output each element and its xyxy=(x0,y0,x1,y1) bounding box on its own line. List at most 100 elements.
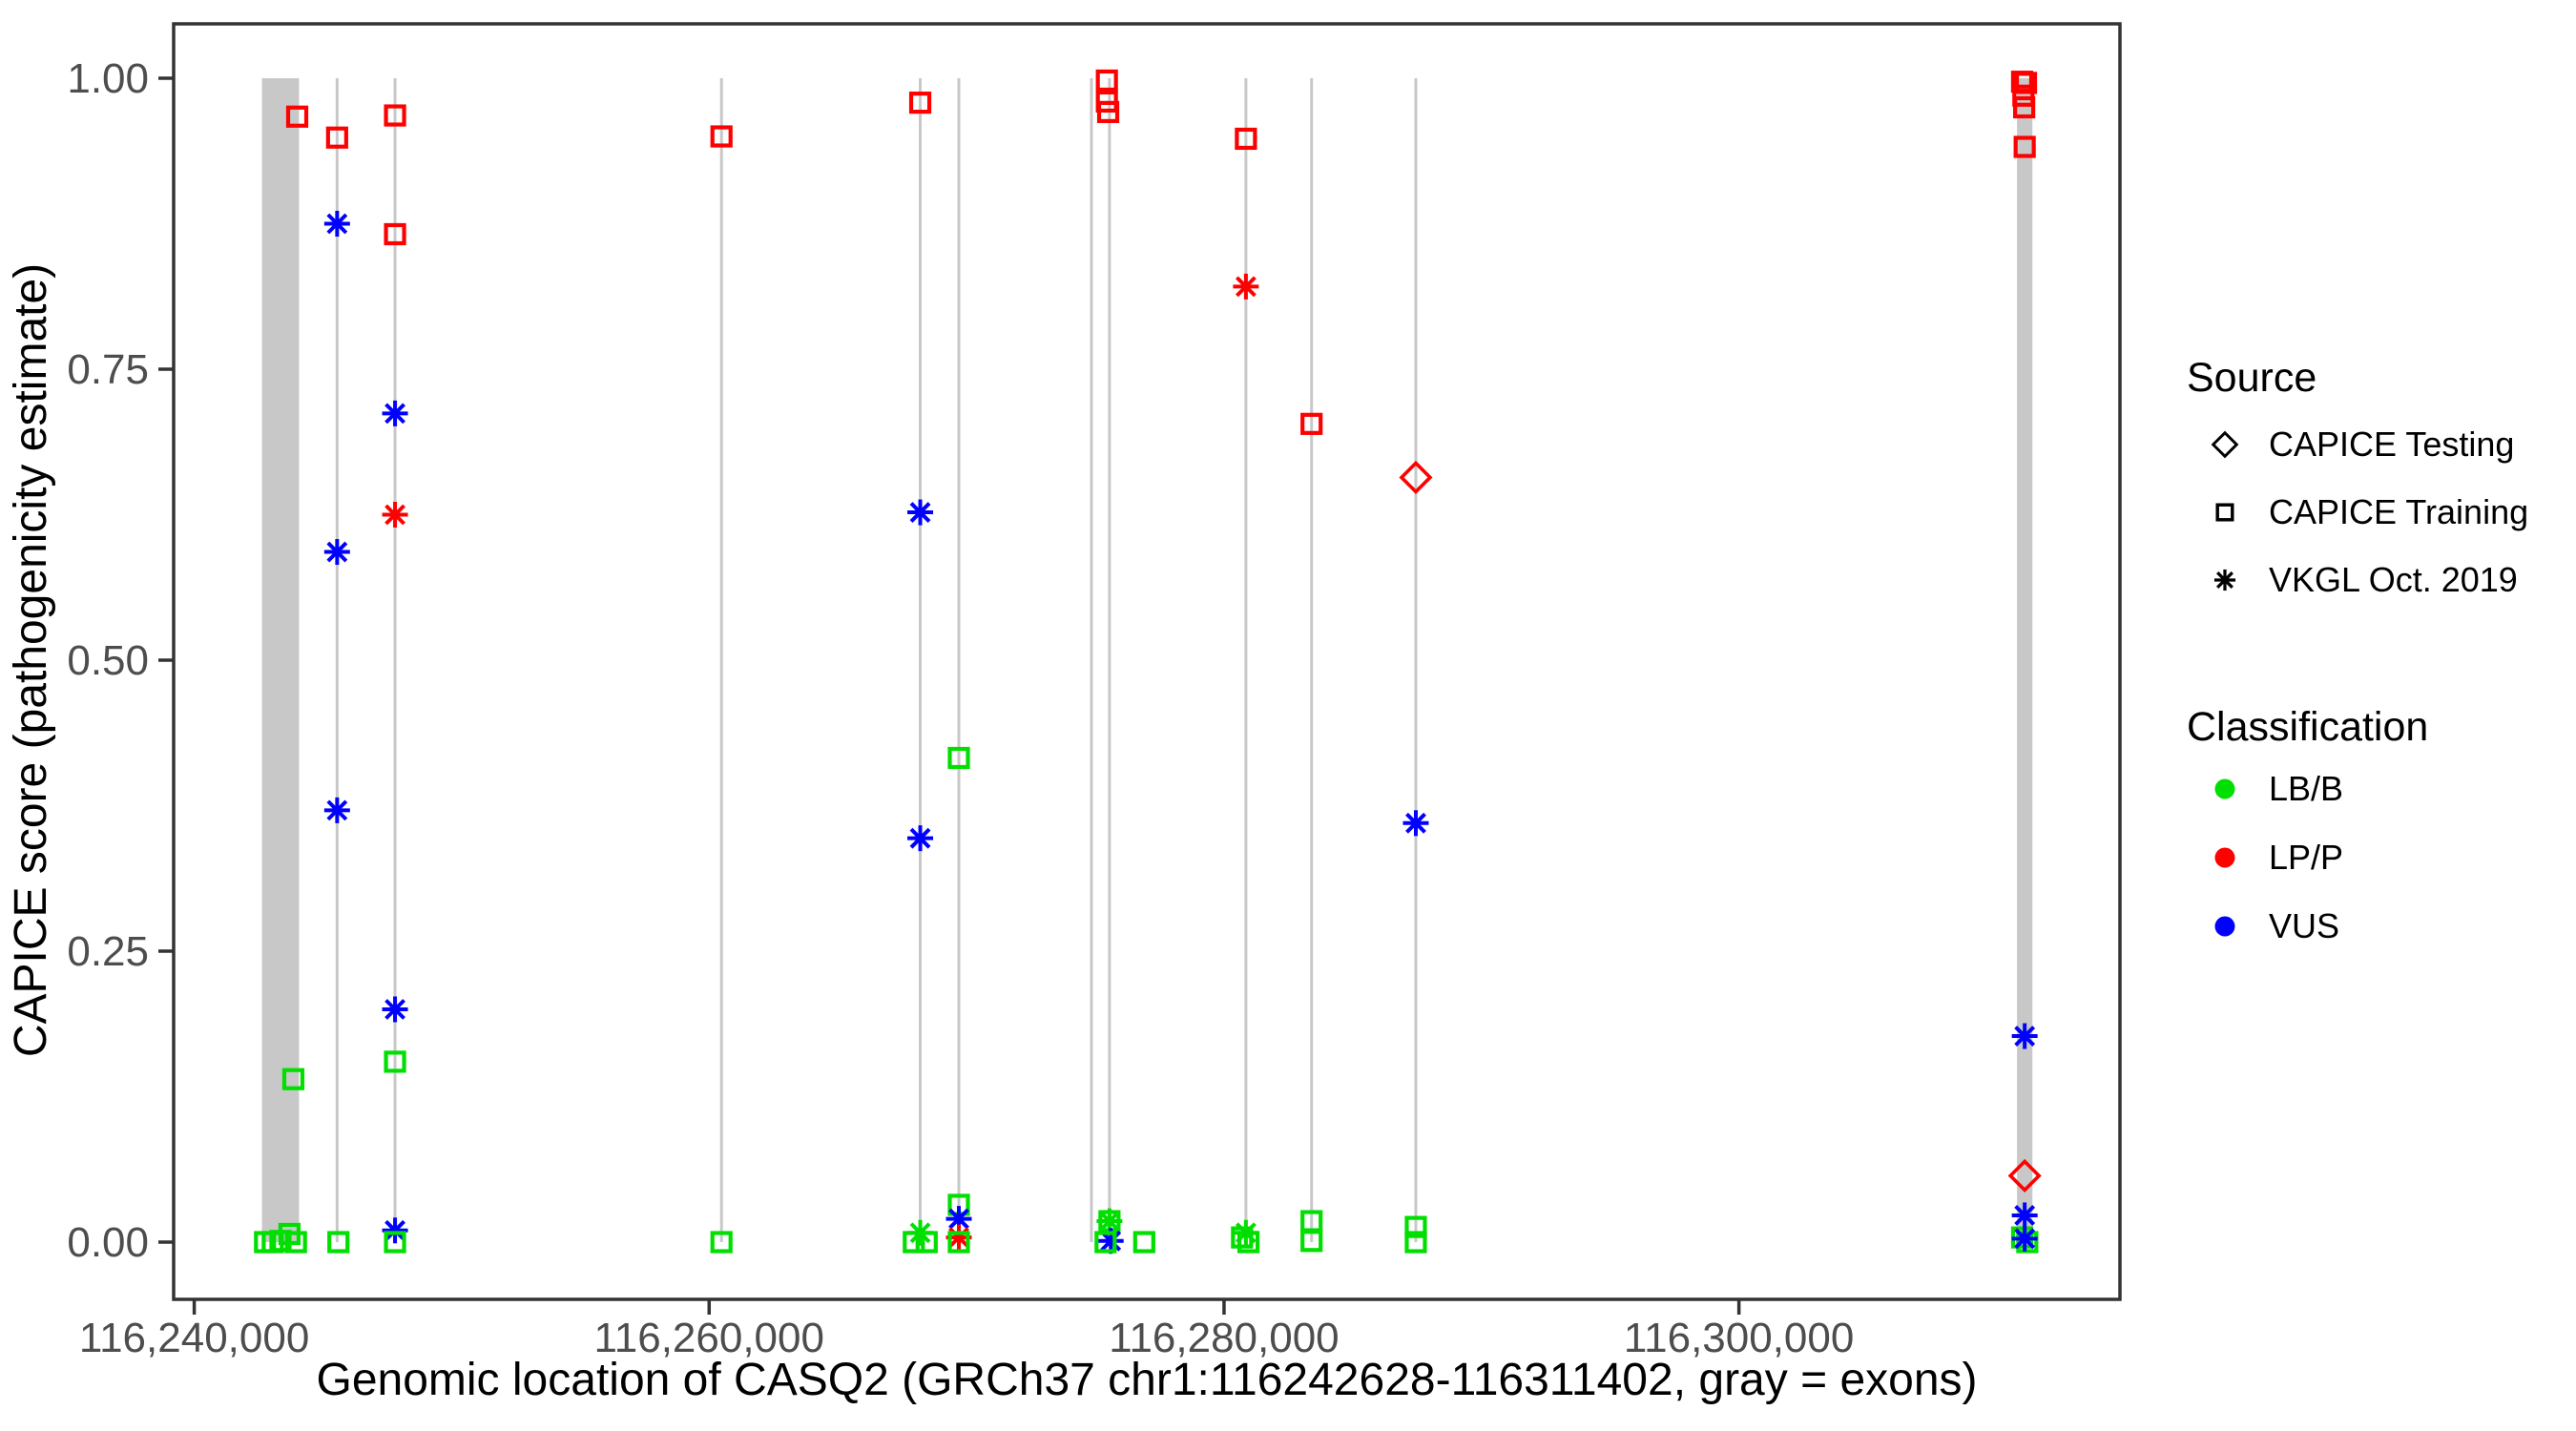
marker-square xyxy=(1404,1215,1427,1238)
asterisk-arm xyxy=(2014,1205,2036,1226)
legend-item-color: LP/P xyxy=(2214,838,2343,877)
data-point xyxy=(384,1050,406,1073)
marker-asterisk xyxy=(323,211,350,237)
asterisk-arm xyxy=(326,799,348,821)
marker-square xyxy=(915,1231,938,1254)
legend-item-label: CAPICE Training xyxy=(2269,492,2528,531)
data-point xyxy=(2011,1202,2038,1229)
data-point xyxy=(1132,1231,1155,1254)
data-point xyxy=(323,211,350,237)
asterisk-arm xyxy=(2216,571,2233,589)
marker-square xyxy=(327,1231,350,1254)
data-point xyxy=(382,1217,408,1244)
legend-item-label: LB/B xyxy=(2269,769,2343,808)
data-point xyxy=(327,1231,350,1254)
marker-square xyxy=(908,92,932,114)
marker-square xyxy=(1404,1231,1427,1254)
marker-square xyxy=(2215,503,2234,522)
y-tick-label: 0.50 xyxy=(67,637,149,684)
y-axis-title: CAPICE score (pathogenicity estimate) xyxy=(6,263,56,1057)
legend-item-label: VUS xyxy=(2269,906,2339,945)
data-point xyxy=(2016,1231,2039,1254)
data-point xyxy=(1404,1215,1427,1238)
marker-asterisk xyxy=(382,502,408,528)
y-tick-label: 1.00 xyxy=(67,55,149,102)
marker-square xyxy=(710,125,733,148)
marker-square xyxy=(1132,1231,1155,1254)
data-point xyxy=(284,1231,307,1254)
data-point xyxy=(947,1231,970,1254)
y-tick-label: 0.00 xyxy=(67,1219,149,1266)
marker-diamond xyxy=(2007,1158,2042,1193)
marker-asterisk xyxy=(1233,273,1259,300)
data-point xyxy=(908,92,932,114)
data-point xyxy=(2014,72,2038,94)
data-point xyxy=(947,746,970,770)
marker-asterisk xyxy=(1402,810,1429,837)
data-point-layer xyxy=(254,69,2042,1255)
marker-square xyxy=(284,1231,307,1254)
x-axis-ticks: 116,240,000 116,260,000 116,280,000 116,300… xyxy=(79,1299,1854,1361)
data-point xyxy=(2011,1023,2038,1049)
legend-source-title: Source xyxy=(2187,355,2316,401)
marker-square xyxy=(384,222,406,246)
marker-asterisk xyxy=(323,539,350,566)
asterisk-arm xyxy=(384,504,405,526)
exon-region xyxy=(261,78,300,1242)
asterisk-arm xyxy=(1098,1211,1120,1232)
marker-square xyxy=(325,126,348,149)
data-point xyxy=(384,104,406,127)
marker-asterisk xyxy=(382,400,408,426)
marker-asterisk xyxy=(2011,1225,2038,1252)
data-point xyxy=(1231,1226,1254,1249)
marker-square xyxy=(285,105,309,128)
data-point xyxy=(384,222,406,246)
marker-dot xyxy=(2214,778,2235,799)
data-point xyxy=(2012,84,2035,107)
marker-dot xyxy=(2214,847,2235,868)
legend-classification-items: LB/B LP/P VUS xyxy=(2214,769,2343,945)
data-point xyxy=(2013,95,2036,119)
asterisk-arm xyxy=(384,403,405,425)
marker-square xyxy=(384,1231,406,1254)
data-point xyxy=(1404,1231,1427,1254)
marker-asterisk xyxy=(2011,1202,2038,1229)
marker-asterisk xyxy=(907,825,934,852)
data-point xyxy=(382,400,408,426)
marker-square xyxy=(1096,100,1120,123)
asterisk-arm xyxy=(384,1219,405,1241)
x-tick-label: 116,300,000 xyxy=(1624,1315,1854,1361)
legend-item-label: LP/P xyxy=(2269,838,2343,877)
legend: Source CAPICE Testing CAPICE Training VKGL… xyxy=(2187,355,2528,945)
data-point xyxy=(1235,127,1257,151)
marker-square xyxy=(903,1231,925,1254)
data-point xyxy=(285,105,309,128)
marker-asterisk xyxy=(2213,569,2236,591)
data-point xyxy=(907,825,934,852)
data-point xyxy=(325,126,348,149)
marker-square xyxy=(281,1068,305,1090)
marker-asterisk xyxy=(2011,1023,2038,1049)
data-point xyxy=(907,499,934,526)
data-point xyxy=(1399,460,1433,495)
marker-square xyxy=(1094,1231,1117,1254)
data-point xyxy=(710,1231,733,1254)
x-tick-label: 116,240,000 xyxy=(79,1315,309,1361)
legend-item-asterisk: VKGL Oct. 2019 xyxy=(2213,560,2518,599)
legend-item-color: VUS xyxy=(2214,906,2339,945)
asterisk-arm xyxy=(909,502,931,523)
marker-square xyxy=(384,1050,406,1073)
asterisk-arm xyxy=(326,541,348,563)
marker-square xyxy=(384,104,406,127)
legend-source-items: CAPICE Testing CAPICE Training VKGL Oct. 2… xyxy=(2211,425,2528,599)
asterisk-arm xyxy=(2014,1026,2036,1047)
marker-diamond xyxy=(2211,430,2239,459)
data-point xyxy=(323,539,350,566)
legend-item-color: LB/B xyxy=(2214,769,2343,808)
marker-square xyxy=(1095,69,1118,93)
data-point xyxy=(1095,69,1118,93)
data-point xyxy=(382,502,408,528)
marker-square xyxy=(2012,84,2035,107)
asterisk-arm xyxy=(326,213,348,235)
